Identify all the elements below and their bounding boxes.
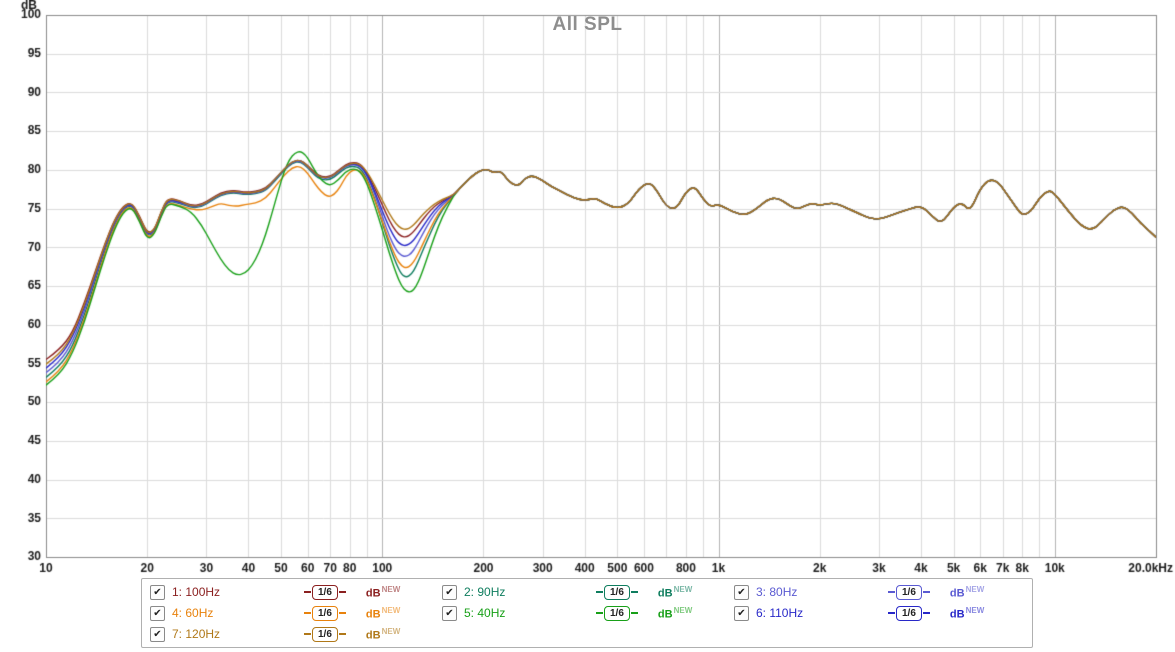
measurement-checkbox[interactable]: ✔	[442, 584, 457, 600]
measurement-label[interactable]: 4: 60Hz	[172, 606, 214, 620]
smoothing-badge[interactable]: 1/6	[596, 605, 638, 621]
unit-label: dBNEW	[366, 627, 400, 642]
db-label: dB	[657, 608, 673, 621]
unit-label: dBNEW	[658, 606, 692, 621]
db-label: dB	[657, 587, 673, 600]
measurement-label[interactable]: 6: 110Hz	[756, 606, 804, 620]
measurement-label[interactable]: 5: 40Hz	[464, 606, 506, 620]
measurement-label[interactable]: 2: 90Hz	[464, 585, 506, 599]
new-tag: NEW	[381, 584, 401, 594]
unit-label: dBNEW	[366, 606, 400, 621]
db-label: dB	[949, 608, 965, 621]
unit-label: dBNEW	[366, 585, 400, 600]
measurement-legend: ✔ 1: 100Hz 1/6 dBNEW ✔ 2: 90Hz 1/6 dBNEW…	[141, 578, 1033, 648]
legend-entry: ✔ 6: 110Hz 1/6 dBNEW	[734, 604, 1024, 623]
new-tag: NEW	[381, 605, 401, 615]
smoothing-badge[interactable]: 1/6	[304, 584, 346, 600]
legend-entry: ✔ 4: 60Hz 1/6 dBNEW	[150, 604, 442, 623]
legend-entry: ✔ 7: 120Hz 1/6 dBNEW	[150, 625, 442, 644]
new-tag: NEW	[965, 605, 985, 615]
unit-label: dBNEW	[658, 585, 692, 600]
new-tag: NEW	[673, 584, 693, 594]
unit-label: dBNEW	[950, 606, 984, 621]
measurement-checkbox[interactable]: ✔	[734, 584, 749, 600]
new-tag: NEW	[381, 626, 401, 636]
measurement-checkbox[interactable]: ✔	[150, 605, 165, 621]
db-label: dB	[365, 629, 381, 642]
unit-label: dBNEW	[950, 585, 984, 600]
legend-entry: ✔ 2: 90Hz 1/6 dBNEW	[442, 583, 734, 602]
measurement-checkbox[interactable]: ✔	[442, 605, 457, 621]
measurement-checkbox[interactable]: ✔	[150, 584, 165, 600]
smoothing-badge[interactable]: 1/6	[888, 605, 930, 621]
db-label: dB	[949, 587, 965, 600]
legend-entry: ✔ 3: 80Hz 1/6 dBNEW	[734, 583, 1024, 602]
measurement-checkbox[interactable]: ✔	[734, 605, 749, 621]
db-label: dB	[365, 587, 381, 600]
measurement-checkbox[interactable]: ✔	[150, 626, 165, 642]
smoothing-badge[interactable]: 1/6	[888, 584, 930, 600]
legend-entry: ✔ 1: 100Hz 1/6 dBNEW	[150, 583, 442, 602]
legend-entry: ✔ 5: 40Hz 1/6 dBNEW	[442, 604, 734, 623]
measurement-label[interactable]: 7: 120Hz	[172, 627, 221, 641]
spl-plot-canvas[interactable]	[0, 0, 1175, 576]
measurement-label[interactable]: 1: 100Hz	[172, 585, 221, 599]
measurement-label[interactable]: 3: 80Hz	[756, 585, 798, 599]
db-label: dB	[365, 608, 381, 621]
new-tag: NEW	[673, 605, 693, 615]
new-tag: NEW	[965, 584, 985, 594]
smoothing-badge[interactable]: 1/6	[596, 584, 638, 600]
smoothing-badge[interactable]: 1/6	[304, 605, 346, 621]
smoothing-badge[interactable]: 1/6	[304, 626, 346, 642]
